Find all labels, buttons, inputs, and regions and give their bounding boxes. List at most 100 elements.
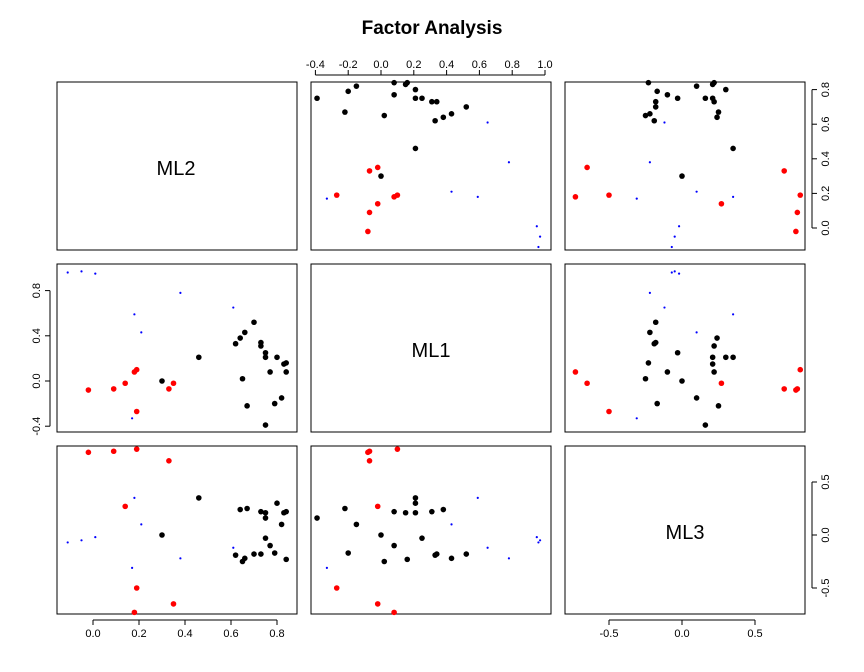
data-point [85,387,92,393]
data-point [122,380,128,387]
panel-frame [56,263,298,433]
data-point [673,270,676,273]
data-point [131,417,134,420]
data-point [374,601,381,607]
tick-label: 0.0 [820,527,832,542]
data-point [325,197,328,200]
data-point [584,380,590,387]
data-point [258,551,264,557]
data-point [572,369,579,375]
data-point [391,609,397,616]
data-point [606,408,612,415]
data-point [440,506,447,513]
diagonal-label: ML2 [157,158,196,180]
data-point [267,369,273,375]
data-point [670,245,673,249]
data-point [131,566,134,569]
data-point [663,121,666,124]
tick-label: 0.5 [747,628,762,640]
data-point [365,228,371,235]
data-point [239,558,246,565]
tick-label: 0.2 [820,186,832,201]
data-point [353,83,360,89]
data-point [450,190,453,193]
data-point [709,354,716,361]
data-point [507,161,511,164]
data-point [196,495,202,501]
data-point [715,109,722,115]
data-point [711,98,717,105]
data-point [378,532,384,538]
data-point [345,550,352,556]
data-point [239,375,246,382]
data-point [333,192,340,198]
data-point [693,83,700,89]
data-point [412,509,419,516]
panel-frame [310,263,552,433]
data-point [714,335,720,341]
data-point [652,98,659,105]
data-point [110,386,117,392]
data-point [538,539,542,542]
chart-title: Factor Analysis [361,18,503,39]
data-point [648,161,651,164]
data-point [274,500,280,507]
data-point [394,446,401,452]
data-point [333,585,340,591]
data-point [242,329,248,336]
data-point [258,508,264,515]
data-point [232,546,235,549]
data-point [283,360,290,366]
data-point [670,271,673,274]
data-point [66,271,69,274]
data-point [718,200,725,207]
data-point [378,173,384,179]
data-point [781,386,787,392]
data-point [419,535,425,541]
data-point [258,339,264,346]
data-point [412,145,419,152]
tick-label: 0.8 [269,628,284,640]
data-point [131,369,138,375]
data-point [232,340,239,347]
tick-label: 0.0 [85,628,100,640]
data-point [535,225,538,228]
data-point [402,509,409,516]
panel-frame [564,81,806,251]
data-point [262,422,269,428]
panel-frame [310,81,552,251]
data-point [642,375,649,382]
data-point [232,306,235,309]
data-point [440,114,447,121]
tick-label: -0.5 [600,628,619,640]
data-point [131,609,138,616]
data-point [674,95,681,102]
data-point [537,541,540,544]
data-point [244,505,250,512]
data-point [179,291,182,294]
tick-label: 0.4 [439,59,454,71]
data-point [66,541,69,544]
tick-label: 0.8 [31,283,43,298]
data-point [262,509,269,516]
tick-label: 0.0 [31,373,43,388]
data-point [648,291,651,294]
data-point [647,111,653,117]
data-point [251,551,257,557]
data-point [679,378,685,384]
data-point [278,395,285,401]
data-point [179,557,182,560]
data-point [80,539,83,542]
data-point [353,521,360,528]
data-point [647,329,653,336]
data-point [732,313,735,316]
data-point [584,164,590,171]
data-point [714,114,720,121]
data-point [237,335,243,341]
data-point [244,403,250,409]
data-point [642,112,649,119]
data-point [94,536,97,539]
data-point [159,378,165,384]
data-point [133,313,136,316]
data-point [652,104,659,110]
